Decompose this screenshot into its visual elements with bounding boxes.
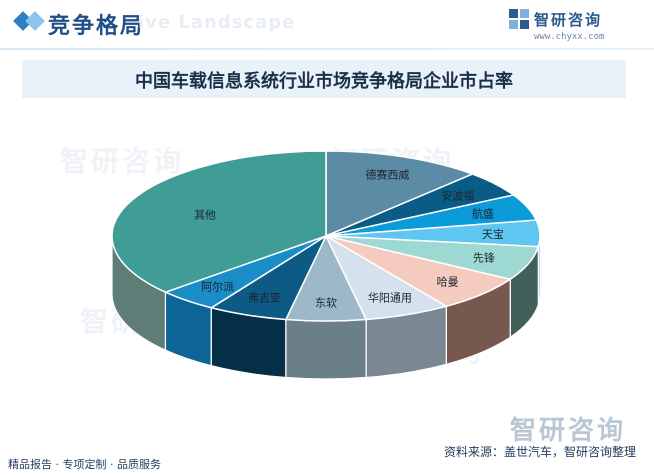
slice-label-5: 哈曼	[437, 275, 459, 288]
slice-label-10: 其他	[194, 208, 216, 221]
slice-label-1: 安波福	[441, 188, 474, 202]
header-divider	[0, 48, 654, 50]
slice-label-3: 天宝	[482, 227, 504, 241]
data-source: 资料来源：盖世汽车，智研咨询整理	[443, 445, 636, 459]
pie-slice-10	[111, 150, 327, 294]
slice-label-2: 航盛	[472, 207, 494, 221]
slice-label-0: 德赛西威	[365, 167, 409, 181]
slice-label-4: 先锋	[473, 251, 495, 264]
section-header: 竞争格局 ive Landscape 智研咨询 www.chyxx.com	[0, 0, 654, 50]
pie-side-7	[285, 318, 367, 380]
header-watermark: ive Landscape	[138, 12, 296, 33]
brand-name: 智研咨询	[534, 11, 603, 29]
footer-slogan: 精品报告 · 专项定制 · 品质服务	[8, 458, 161, 471]
pie-top-faces	[111, 150, 541, 322]
chart-title-band: 中国车载信息系统行业市场竞争格局企业市占率	[22, 60, 626, 98]
watermark-tile: 智研咨询	[60, 145, 185, 178]
brand-logo-icon	[509, 9, 529, 29]
brand: 智研咨询 www.chyxx.com	[508, 6, 638, 46]
section-title: 竞争格局	[48, 14, 145, 39]
slice-label-7: 东软	[315, 295, 337, 309]
slice-label-8: 弗吉亚	[248, 291, 281, 305]
pie-slice-0	[325, 150, 475, 238]
footer-watermark: 智研咨询	[510, 416, 627, 446]
brand-url[interactable]: www.chyxx.com	[534, 32, 605, 42]
chart-title: 中国车载信息系统行业市场竞争格局企业市占率	[135, 71, 513, 92]
slice-label-6: 华阳通用	[368, 290, 412, 304]
slice-label-9: 阿尔派	[201, 280, 234, 293]
